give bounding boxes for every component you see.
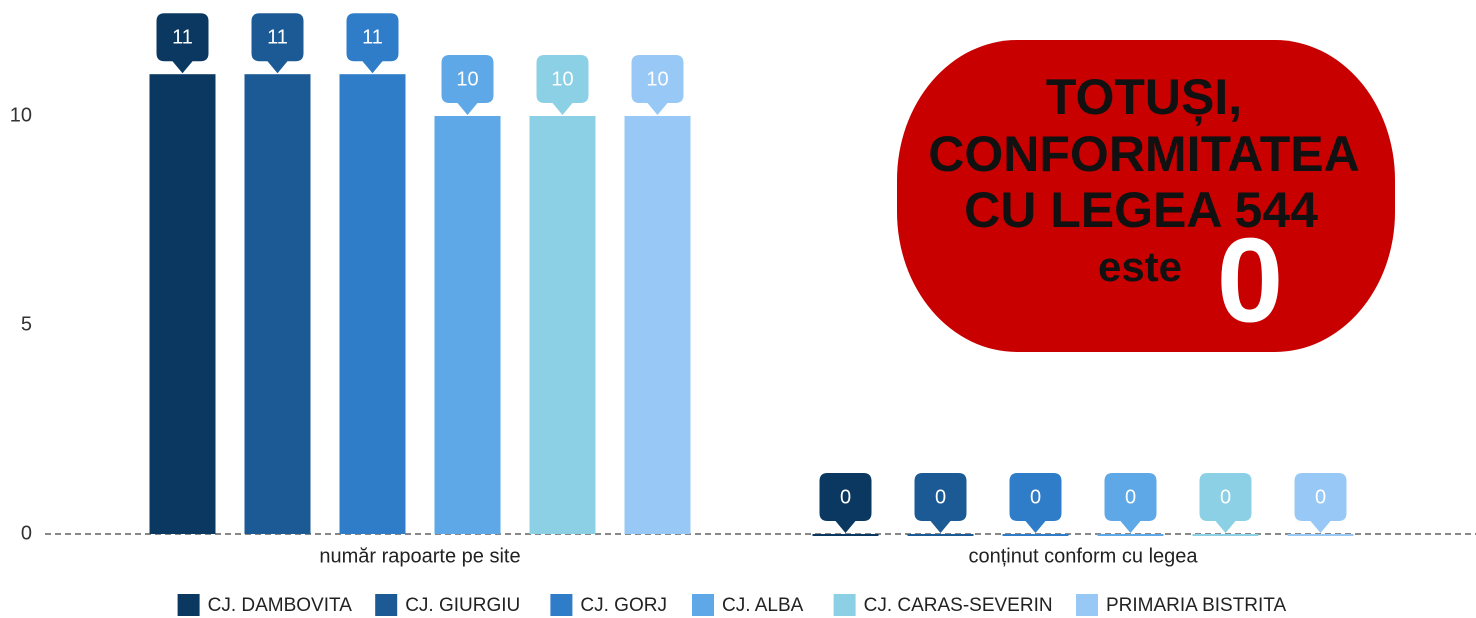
value-label-box	[156, 13, 209, 74]
legend-label: PRIMARIA BISTRITA	[1106, 595, 1287, 616]
bar	[1287, 534, 1354, 536]
bar	[529, 116, 596, 534]
legend-label: CJ. DAMBOVITA	[208, 595, 353, 616]
value-label: 11	[172, 26, 193, 48]
legend-label: CJ. ALBA	[722, 595, 804, 616]
value-label: 10	[646, 68, 668, 90]
value-label: 0	[840, 486, 851, 508]
legend-label: CJ. GIURGIU	[405, 595, 520, 616]
value-label-box	[346, 13, 399, 74]
value-label-box	[819, 473, 872, 533]
value-label: 10	[551, 68, 573, 90]
annotation-line: CONFORMITATEA	[928, 126, 1359, 182]
legend-swatch	[692, 594, 714, 616]
value-label-box	[1199, 473, 1252, 533]
value-label-box	[1104, 473, 1157, 533]
value-label-box	[631, 55, 684, 115]
bar	[1002, 534, 1069, 536]
legend-swatch	[833, 594, 856, 616]
annotation-line: este	[1098, 243, 1182, 290]
y-tick-label: 10	[10, 104, 32, 126]
annotation-line: CU LEGEA 544	[964, 182, 1318, 238]
value-label-box	[914, 473, 967, 533]
legend-swatch	[1076, 594, 1098, 616]
value-label: 0	[1220, 486, 1231, 508]
bar	[1097, 534, 1164, 536]
bar	[624, 116, 691, 534]
bar	[244, 74, 311, 534]
value-label: 0	[1030, 486, 1041, 508]
value-label: 11	[362, 26, 383, 48]
bar	[812, 534, 879, 536]
x-tick-label: conținut conform cu legea	[968, 545, 1198, 567]
value-label: 0	[935, 486, 946, 508]
legend-label: CJ. CARAS-SEVERIN	[864, 595, 1053, 616]
legend-swatch	[550, 594, 573, 616]
value-label: 0	[1125, 486, 1136, 508]
legend-label: CJ. GORJ	[580, 595, 667, 616]
annotation-value: 0	[1217, 214, 1284, 348]
bar	[149, 74, 216, 534]
value-label-box	[536, 55, 589, 115]
annotation-line: TOTUȘI,	[1046, 69, 1242, 125]
value-label: 11	[267, 26, 288, 48]
bar	[1192, 534, 1259, 536]
legend-swatch	[375, 594, 398, 616]
y-tick-label: 0	[21, 522, 32, 544]
value-label: 0	[1315, 486, 1326, 508]
value-label-box	[251, 13, 304, 74]
y-tick-label: 5	[21, 313, 32, 335]
value-label-box	[1009, 473, 1062, 533]
bar	[907, 534, 974, 536]
value-label-box	[441, 55, 494, 115]
value-label: 10	[456, 68, 478, 90]
legend-swatch	[177, 594, 200, 616]
bar	[339, 74, 406, 534]
bar	[434, 116, 501, 534]
x-tick-label: număr rapoarte pe site	[319, 545, 520, 567]
value-label-box	[1294, 473, 1347, 533]
annotation-box	[897, 40, 1395, 352]
